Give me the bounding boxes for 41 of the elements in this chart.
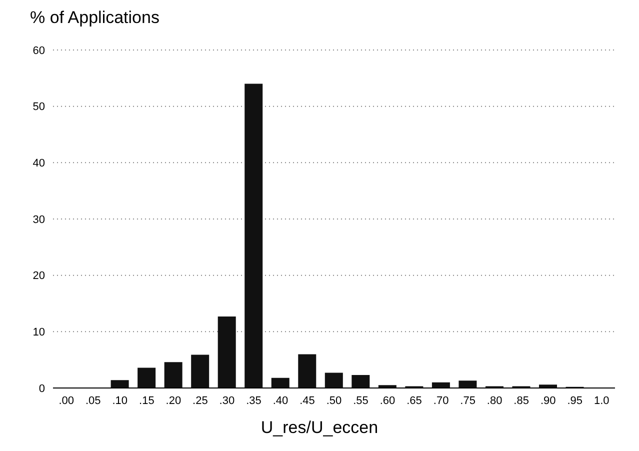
x-tick-label: .50: [326, 394, 342, 407]
x-tick-label: .85: [514, 394, 529, 407]
y-axis-title: % of Applications: [30, 8, 160, 28]
x-axis-title: U_res/U_eccen: [260, 418, 380, 438]
x-tick-label: .40: [272, 394, 288, 407]
y-tick-label: 60: [32, 44, 45, 57]
bar: [164, 362, 182, 388]
bar: [218, 316, 236, 388]
bar: [352, 375, 370, 388]
y-tick-label: 50: [32, 101, 45, 114]
x-tick-label: .30: [219, 394, 235, 407]
x-tick-label: .15: [139, 394, 154, 407]
y-tick-label: 20: [32, 270, 45, 282]
x-tick-label: .75: [460, 394, 476, 407]
bar: [458, 380, 477, 388]
x-tick-label: .35: [246, 394, 262, 407]
y-tick-label: 30: [32, 214, 45, 226]
bar: [298, 354, 316, 388]
bar: [324, 372, 343, 388]
x-tick-label: .00: [58, 394, 74, 407]
x-tick-label: .95: [567, 394, 583, 407]
bar: [191, 354, 210, 388]
bar: [110, 380, 129, 388]
x-tick-label: .45: [300, 394, 315, 407]
x-tick-label: .10: [112, 394, 128, 407]
x-tick-label: .70: [433, 394, 449, 407]
x-tick-label: .55: [353, 394, 368, 407]
x-tick-label: .20: [166, 394, 182, 407]
y-tick-label: 0: [38, 382, 45, 395]
bar: [244, 84, 263, 388]
x-tick-label: 1.0: [594, 394, 610, 407]
x-tick-label: .60: [380, 394, 396, 407]
y-tick-label: 10: [32, 326, 45, 339]
x-tick-label: .05: [85, 394, 101, 407]
x-tick-label: .25: [192, 394, 208, 407]
x-tick-label: .80: [486, 394, 502, 407]
bar: [138, 368, 156, 388]
x-tick-label: .90: [540, 394, 556, 407]
x-tick-label: .65: [406, 394, 422, 407]
y-tick-label: 40: [32, 158, 45, 170]
bar: [271, 378, 290, 388]
